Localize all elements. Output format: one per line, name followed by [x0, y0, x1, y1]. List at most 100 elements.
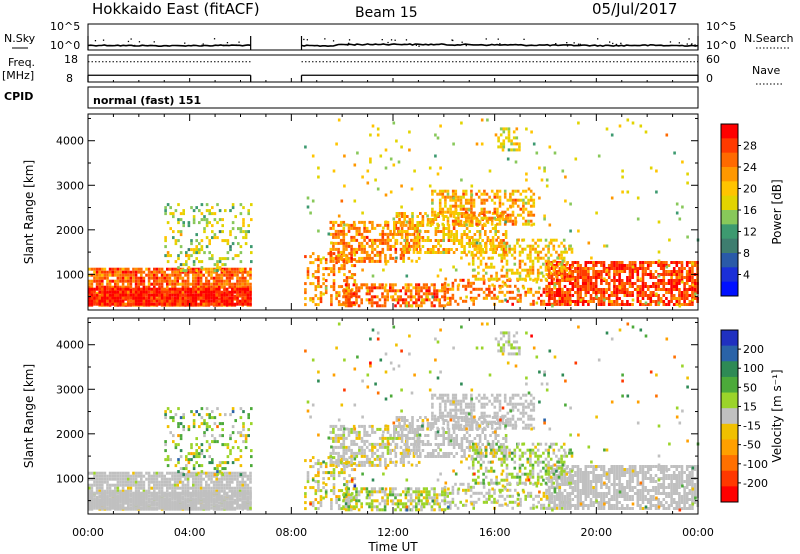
power-cell [504, 251, 508, 254]
power-cell [478, 233, 482, 236]
velocity-cell [127, 503, 130, 507]
power-cell [187, 224, 191, 228]
power-cell [93, 267, 96, 271]
velocity-cell [101, 491, 104, 495]
velocity-cell [205, 491, 208, 495]
velocity-cell [103, 477, 107, 481]
power-cell [381, 238, 385, 242]
velocity-cell [106, 474, 109, 478]
power-cell [644, 291, 647, 294]
power-cell [223, 285, 226, 289]
power-cell [199, 290, 203, 294]
power-cell [337, 118, 341, 122]
power-cell [246, 282, 250, 286]
power-cell [158, 270, 161, 274]
power-cell [452, 251, 456, 254]
power-cell [581, 276, 585, 279]
velocity-cell [134, 491, 138, 495]
power-cell [459, 195, 463, 199]
power-cell [557, 253, 561, 257]
power-cell [502, 239, 505, 242]
power-cell [355, 298, 358, 302]
velocity-cell [199, 477, 203, 481]
power-cell [556, 256, 559, 260]
power-cell [438, 301, 441, 305]
power-cell [322, 282, 325, 286]
power-cell [215, 279, 218, 283]
power-cell [454, 210, 458, 214]
power-cell [384, 241, 387, 245]
power-cell [570, 265, 574, 269]
power-cell [548, 303, 551, 306]
power-cell [194, 290, 198, 294]
velocity-cell [173, 480, 177, 484]
power-cell [345, 241, 348, 245]
power-cell [134, 290, 138, 294]
velocity-cell [212, 494, 216, 498]
power-cell [207, 279, 211, 283]
velocity-cell [197, 494, 200, 498]
velocity-cell [189, 471, 192, 475]
power-cell [441, 304, 444, 308]
velocity-cell [147, 506, 151, 510]
power-cell [404, 289, 408, 293]
power-cell [211, 257, 214, 261]
velocity-cell [137, 483, 140, 487]
power-cell [548, 294, 551, 297]
power-cell [210, 270, 213, 274]
power-cell [550, 297, 554, 300]
power-cell [667, 303, 671, 306]
power-cell [210, 285, 213, 289]
power-cell [545, 178, 549, 182]
power-cell [366, 289, 370, 293]
power-cell [249, 293, 252, 297]
power-cell [212, 299, 216, 303]
power-cell [223, 267, 226, 271]
power-cell [592, 264, 595, 267]
power-cell [244, 242, 248, 246]
power-cell [584, 267, 588, 270]
power-cell [483, 216, 486, 220]
power-cell [147, 293, 151, 297]
power-cell [314, 288, 318, 292]
power-cell [550, 279, 554, 282]
power-cell [683, 285, 686, 288]
power-cell [381, 229, 385, 233]
power-cell [238, 276, 242, 280]
power-cell [337, 294, 341, 298]
power-cell [509, 205, 513, 209]
power-cell [631, 121, 635, 125]
power-cell [443, 292, 447, 296]
power-cell [597, 291, 601, 294]
nsky-point [415, 44, 417, 46]
power-cell [399, 253, 403, 257]
power-cell [108, 279, 112, 283]
power-cell [394, 292, 397, 296]
power-cell [205, 276, 208, 280]
power-cell [383, 286, 387, 290]
power-cell [456, 302, 460, 306]
velocity-cell [90, 503, 94, 507]
power-cell [446, 189, 450, 193]
velocity-cell [228, 489, 231, 493]
power-cell [169, 254, 172, 258]
velocity-cell [155, 506, 159, 510]
power-cell [589, 294, 593, 297]
power-cell [101, 293, 104, 297]
velocity-cell [207, 474, 211, 478]
power-cell [192, 279, 195, 283]
velocity-cell [142, 506, 146, 510]
power-cell [197, 293, 200, 297]
power-cell [319, 285, 323, 289]
power-cell [412, 301, 415, 305]
power-cell [490, 219, 494, 223]
power-cell [499, 239, 503, 242]
velocity-cell [205, 480, 208, 484]
power-cell [173, 287, 177, 291]
velocity-cell [202, 489, 205, 493]
power-cell [95, 296, 99, 300]
velocity-cell [246, 477, 250, 481]
power-cell [587, 303, 590, 306]
velocity-cell [111, 506, 114, 510]
power-cell [447, 233, 451, 236]
